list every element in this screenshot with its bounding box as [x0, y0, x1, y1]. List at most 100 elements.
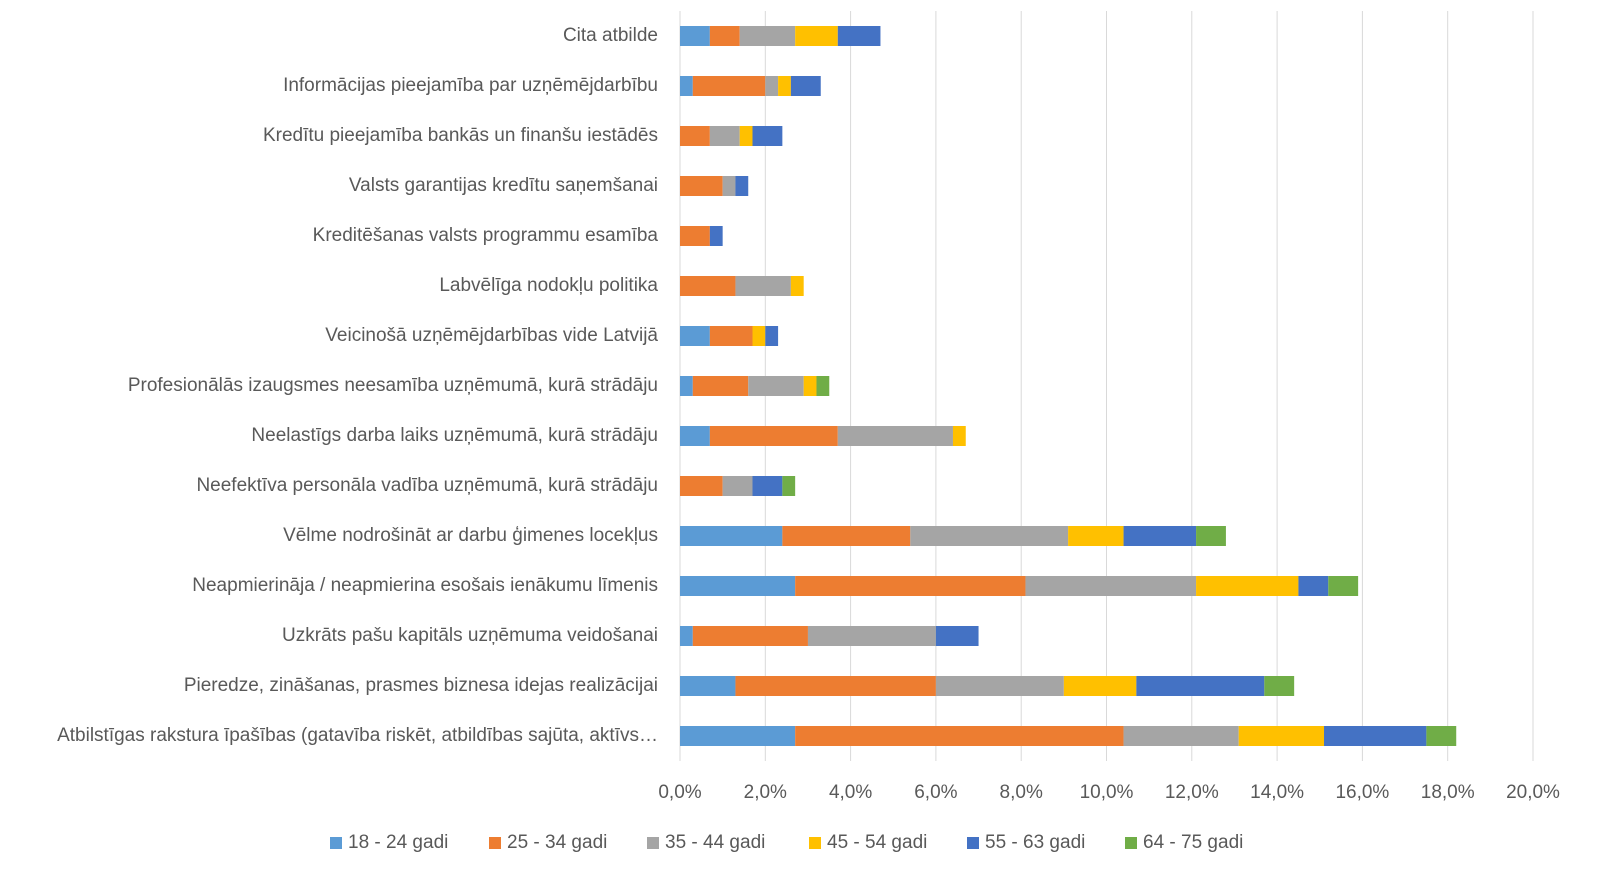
bar-segment [722, 176, 736, 196]
bar-segment [1238, 726, 1325, 746]
bar-segment [722, 476, 753, 496]
y-tick-label: Neefektīva personāla vadība uzņēmumā, ku… [196, 475, 658, 496]
bar-segment [782, 526, 911, 546]
bar-segment [680, 326, 710, 346]
x-tick-label: 10,0% [1080, 782, 1134, 803]
bar-segment [739, 126, 753, 146]
legend-swatch [1125, 837, 1137, 849]
y-tick-label: Neelastīgs darba laiks uzņēmumā, kurā st… [251, 425, 658, 446]
bar-segment [748, 376, 804, 396]
bar-segment [778, 76, 791, 96]
bar-segment [795, 26, 838, 46]
bar-segment [709, 426, 838, 446]
y-tick-label: Cita atbilde [563, 25, 658, 46]
bar-segment [952, 426, 966, 446]
bar-segment [680, 676, 736, 696]
x-tick-label: 4,0% [829, 782, 872, 803]
bar-segment [1063, 676, 1137, 696]
x-tick-label: 16,0% [1335, 782, 1389, 803]
bar-segment [680, 376, 693, 396]
y-tick-label: Uzkrāts pašu kapitāls uzņēmuma veidošana… [282, 625, 658, 646]
y-tick-label: Veicinošā uzņēmējdarbības vide Latvijā [325, 325, 658, 346]
bar-segment [1123, 526, 1197, 546]
y-tick-label: Vēlme nodrošināt ar darbu ģimenes locekļ… [283, 525, 658, 546]
bar-segment [680, 576, 796, 596]
bar-segment [1426, 726, 1457, 746]
y-tick-label: Profesionālās izaugsmes neesamība uzņēmu… [128, 375, 658, 396]
bar-segment [910, 526, 1069, 546]
y-tick-label: Kreditēšanas valsts programmu esamība [313, 225, 659, 246]
legend-label: 25 - 34 gadi [507, 832, 607, 853]
y-tick-label: Informācijas pieejamība par uzņēmējdarbī… [283, 75, 658, 96]
bar-segment [752, 476, 783, 496]
bar-segment [752, 326, 766, 346]
x-tick-label: 20,0% [1506, 782, 1560, 803]
legend-label: 18 - 24 gadi [348, 832, 448, 853]
bar-segment [795, 726, 1124, 746]
bar-segment [782, 476, 796, 496]
bar-segment [680, 426, 710, 446]
bar-segment [735, 176, 749, 196]
bar-segment [1298, 576, 1329, 596]
bar-segment [692, 376, 749, 396]
bar-segment [680, 726, 796, 746]
bar-segment [680, 276, 736, 296]
bar-segment [709, 226, 723, 246]
x-tick-label: 6,0% [914, 782, 957, 803]
bar-segment [1123, 726, 1239, 746]
bar-segment [680, 626, 693, 646]
bar-segment [1328, 576, 1359, 596]
legend-label: 64 - 75 gadi [1143, 832, 1243, 853]
bar-segment [692, 76, 766, 96]
y-tick-label: Neapmierināja / neapmierina esošais ienā… [192, 575, 658, 596]
x-tick-label: 18,0% [1421, 782, 1475, 803]
bar-segment [816, 376, 830, 396]
bar-segment [765, 326, 779, 346]
bar-segment [935, 626, 979, 646]
y-tick-label: Valsts garantijas kredītu saņemšanai [349, 175, 658, 196]
y-tick-label: Pieredze, zināšanas, prasmes biznesa ide… [184, 675, 658, 696]
bar-segment [739, 26, 796, 46]
x-tick-label: 12,0% [1165, 782, 1219, 803]
bar-segment [837, 26, 881, 46]
bar-segment [735, 276, 791, 296]
bar-segment [680, 476, 723, 496]
legend-label: 35 - 44 gadi [665, 832, 765, 853]
bar-segment [1136, 676, 1265, 696]
x-tick-label: 0,0% [658, 782, 701, 803]
bar-segment [765, 76, 779, 96]
y-tick-label: Kredītu pieejamība bankās un finanšu ies… [263, 125, 658, 146]
bar-segment [790, 276, 804, 296]
x-tick-label: 14,0% [1250, 782, 1304, 803]
bar-segment [680, 26, 710, 46]
bar-segment [680, 126, 710, 146]
bar-segment [680, 176, 723, 196]
bar-segment [1196, 526, 1226, 546]
bar-segment [680, 526, 783, 546]
bar-segment [795, 576, 1026, 596]
bar-segment [1068, 526, 1124, 546]
legend-swatch [809, 837, 821, 849]
bar-segment [752, 126, 783, 146]
bar-segment [790, 76, 821, 96]
bar-segment [1324, 726, 1427, 746]
bar-segment [709, 326, 753, 346]
bar-segment [680, 226, 710, 246]
bar-segment [1196, 576, 1299, 596]
x-tick-label: 2,0% [744, 782, 787, 803]
legend-label: 55 - 63 gadi [985, 832, 1085, 853]
bar-segment [692, 626, 808, 646]
bar-segment [803, 376, 817, 396]
bar-segment [837, 426, 953, 446]
legend-label: 45 - 54 gadi [827, 832, 927, 853]
x-tick-label: 8,0% [1000, 782, 1043, 803]
bar-segment [1264, 676, 1295, 696]
legend-swatch [489, 837, 501, 849]
legend-swatch [330, 837, 342, 849]
legend-swatch [967, 837, 979, 849]
legend-swatch [647, 837, 659, 849]
bar-segment [807, 626, 936, 646]
bar-segment [935, 676, 1064, 696]
y-tick-label: Atbilstīgas rakstura īpašības (gatavība … [57, 725, 658, 746]
